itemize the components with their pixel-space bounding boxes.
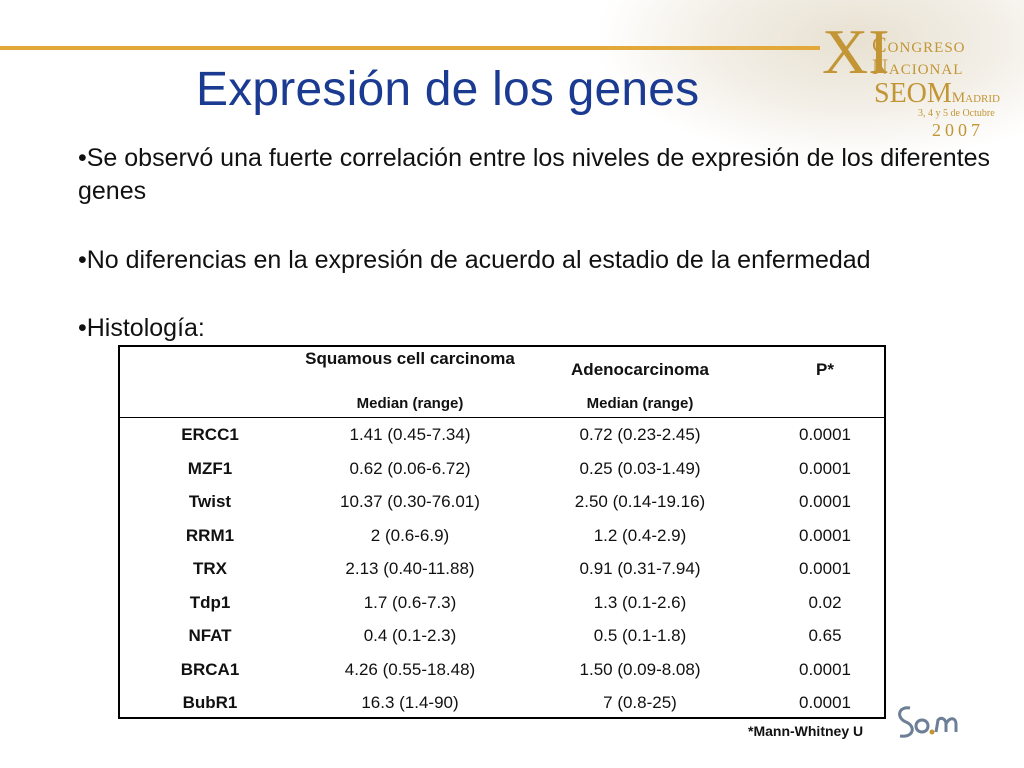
table-row: BRCA1 4.26 (0.55-18.48) 1.50 (0.09-8.08)… [120, 654, 884, 688]
logo-org-name: SEOM [874, 78, 952, 109]
header-p: P* [816, 360, 834, 379]
squamous-value: 0.62 (0.06-6.72) [349, 458, 471, 478]
adeno-value: 1.3 (0.1-2.6) [593, 592, 687, 612]
p-value: 0.65 [808, 626, 842, 645]
footnote: *Mann-Whitney U [748, 723, 864, 739]
squamous-value: 1.41 (0.45-7.34) [349, 425, 471, 444]
adeno-value: 0.25 (0.03-1.49) [579, 458, 701, 478]
logo-year: 2007 [932, 120, 984, 140]
header-median-squamous: Median (range) [356, 395, 464, 412]
p-value: 0.02 [808, 592, 842, 612]
adeno-value: 7 (0.8-25) [603, 693, 677, 712]
p-value: 0.0001 [799, 693, 851, 712]
bullet-stage: •No diferencias en la expresión de acuer… [78, 246, 871, 274]
squamous-value: 0.4 (0.1-2.3) [363, 626, 457, 645]
header-squamous: Squamous cell carcinoma [305, 349, 515, 368]
logo-line2: Nacional [872, 54, 964, 79]
p-value: 0.0001 [799, 425, 851, 444]
header-adeno: Adenocarcinoma [571, 360, 709, 379]
seom-signature-logo [898, 706, 958, 738]
logo-line1: Congreso [872, 32, 966, 57]
table-row: Twist 10.37 (0.30-76.01) 2.50 (0.14-19.1… [120, 486, 884, 520]
p-value: 0.0001 [799, 458, 851, 478]
bullet-histology: •Histología: [78, 314, 205, 342]
expression-table: Squamous cell carcinoma Adenocarcinoma P… [118, 345, 886, 719]
gene-name: Twist [188, 492, 232, 511]
table-row: TRX 2.13 (0.40-11.88) 0.91 (0.31-7.94) 0… [120, 553, 884, 587]
top-rule [0, 46, 820, 50]
table-row: Tdp1 1.7 (0.6-7.3) 1.3 (0.1-2.6) 0.02 [120, 587, 884, 621]
header-median-adeno: Median (range) [586, 395, 694, 412]
gene-name: TRX [193, 559, 227, 578]
adeno-value: 2.50 (0.14-19.16) [574, 492, 706, 511]
squamous-value: 2 (0.6-6.9) [370, 525, 450, 545]
adeno-value: 1.50 (0.09-8.08) [579, 659, 701, 679]
p-value: 0.0001 [799, 525, 851, 545]
adeno-value: 0.5 (0.1-1.8) [593, 626, 687, 645]
squamous-value: 2.13 (0.40-11.88) [345, 559, 475, 578]
gene-name: BRCA1 [180, 659, 240, 679]
squamous-value: 4.26 (0.55-18.48) [344, 659, 476, 679]
table-row: ERCC1 1.41 (0.45-7.34) 0.72 (0.23-2.45) … [120, 419, 884, 453]
p-value: 0.0001 [799, 559, 851, 578]
gene-name: BubR1 [182, 693, 238, 712]
table-row: BubR1 16.3 (1.4-90) 7 (0.8-25) 0.0001 [120, 687, 884, 721]
header-background-graphic [600, 0, 1024, 160]
gene-name: NFAT [188, 626, 232, 645]
logo-org: SEOMMadrid [874, 80, 1000, 112]
table-row: MZF1 0.62 (0.06-6.72) 0.25 (0.03-1.49) 0… [120, 453, 884, 487]
adeno-value: 0.91 (0.31-7.94) [579, 559, 701, 578]
logo-dates: 3, 4 y 5 de Octubre [918, 108, 995, 119]
table-body: ERCC1 1.41 (0.45-7.34) 0.72 (0.23-2.45) … [120, 419, 884, 721]
p-value: 0.0001 [799, 492, 851, 511]
gene-name: Tdp1 [189, 592, 231, 612]
gene-name: ERCC1 [181, 425, 239, 444]
squamous-value: 10.37 (0.30-76.01) [340, 492, 480, 511]
table-header: Squamous cell carcinoma Adenocarcinoma P… [120, 347, 884, 418]
adeno-value: 0.72 (0.23-2.45) [579, 425, 701, 444]
gene-name: RRM1 [185, 525, 235, 545]
logo-city: Madrid [951, 90, 1000, 106]
gene-name: MZF1 [187, 458, 233, 478]
squamous-value: 1.7 (0.6-7.3) [363, 592, 457, 612]
table-row: RRM1 2 (0.6-6.9) 1.2 (0.4-2.9) 0.0001 [120, 520, 884, 554]
slide-title: Expresión de los genes [196, 63, 700, 116]
logo-numeral: XI [822, 16, 890, 87]
adeno-value: 1.2 (0.4-2.9) [593, 525, 687, 545]
bullet-correlation: •Se observó una fuerte correlación entre… [78, 144, 991, 205]
congress-logo: XI Congreso Nacional SEOMMadrid 3, 4 y 5… [822, 16, 1022, 141]
table-row: NFAT 0.4 (0.1-2.3) 0.5 (0.1-1.8) 0.65 [120, 620, 884, 654]
squamous-value: 16.3 (1.4-90) [361, 693, 459, 712]
p-value: 0.0001 [799, 659, 851, 679]
